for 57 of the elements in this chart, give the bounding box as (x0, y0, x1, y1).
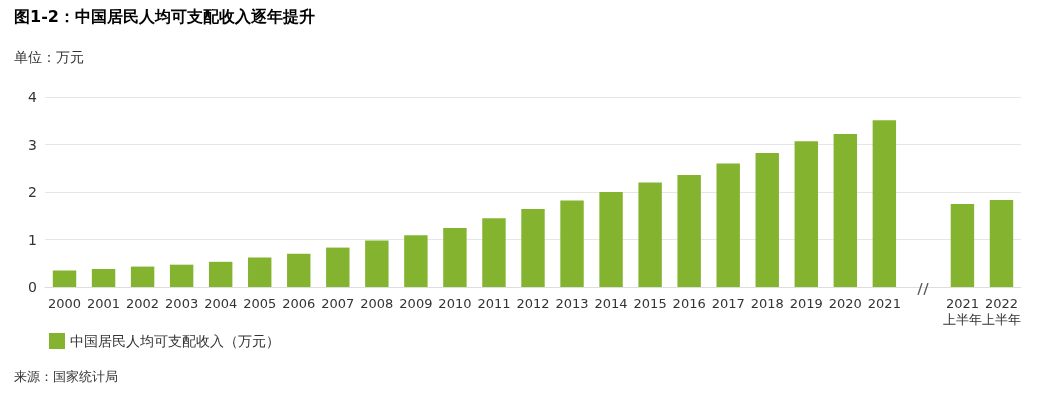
y-axis-title: 单位：万元 (14, 49, 84, 65)
bar (287, 253, 311, 287)
bar (560, 200, 584, 287)
bar (989, 200, 1014, 287)
x-tick-label: 2013 (555, 295, 589, 311)
legend-label: 中国居民人均可支配收入（万元） (70, 333, 280, 349)
x-tick-label: 2007 (321, 295, 355, 311)
x-tick-label: 2022 上半年 (981, 295, 1021, 327)
chart-title: 图1-2：中国居民人均可支配收入逐年提升 (14, 6, 315, 26)
bar (950, 203, 975, 287)
x-tick-label: 2016 (672, 295, 706, 311)
x-tick-label: 2020 (828, 295, 862, 311)
bar (638, 182, 662, 287)
bar (482, 218, 506, 287)
x-tick-label: 2011 (477, 295, 511, 311)
bar (52, 270, 77, 287)
bar (248, 257, 272, 287)
x-tick-label: 2015 (633, 295, 667, 311)
bar (755, 153, 779, 287)
x-tick-label: 2002 (126, 295, 160, 311)
y-tick-label: 2 (28, 184, 37, 200)
bar (443, 228, 467, 287)
x-tick-label: 2019 (789, 295, 823, 311)
x-tick-label: 2009 (399, 295, 433, 311)
x-tick-label: 2004 (204, 295, 238, 311)
x-tick-label: 2000 (47, 295, 82, 311)
x-tick-label: 2012 (516, 295, 550, 311)
bar (833, 134, 858, 287)
y-tick-label: 4 (28, 89, 38, 105)
bar (208, 261, 233, 287)
bar (169, 264, 194, 287)
y-tick-label: 3 (28, 136, 37, 153)
bar (872, 120, 897, 287)
x-tick-label: 2001 (87, 295, 121, 311)
y-tick-label: 0 (28, 279, 37, 295)
bar (677, 174, 701, 287)
x-tick-label: 2021 (867, 295, 901, 311)
x-tick-label: 2018 (750, 295, 784, 311)
bar (716, 163, 740, 287)
bar (130, 266, 155, 287)
x-tick-label: 2021 上半年 (942, 295, 982, 327)
x-tick-label: 2003 (165, 295, 199, 311)
source-note: 来源：国家统计局 (14, 369, 118, 384)
x-tick-label: 2005 (243, 295, 277, 311)
bar (365, 240, 389, 287)
x-tick-label: 2010 (438, 295, 472, 311)
bar (326, 247, 350, 287)
x-tick-label: 2014 (594, 295, 628, 311)
bar (521, 209, 545, 287)
y-tick-label: 1 (28, 231, 37, 248)
x-tick-label: 2006 (282, 295, 316, 311)
x-tick-label: 2008 (360, 295, 394, 311)
bar (599, 192, 623, 287)
bar (91, 268, 116, 287)
x-tick-label: 2017 (711, 295, 745, 311)
bar (404, 235, 428, 287)
bar (794, 141, 818, 287)
